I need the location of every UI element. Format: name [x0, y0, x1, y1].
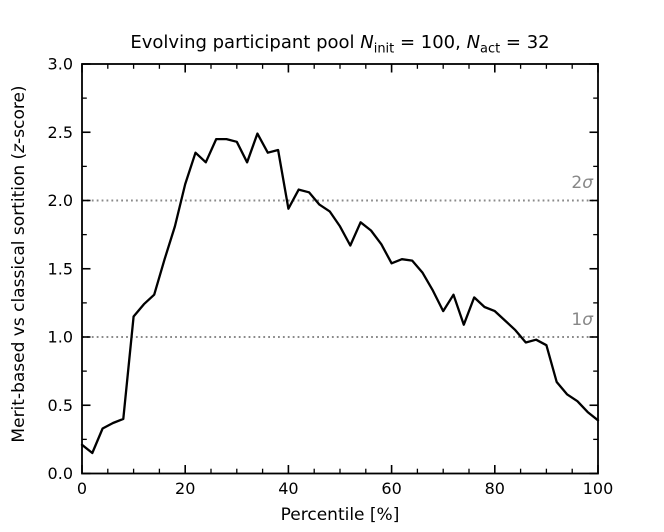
sigma-symbol: σ — [582, 173, 593, 193]
x-tick-label: 40 — [278, 479, 298, 498]
y-tick-label: 3.0 — [48, 55, 73, 74]
reference-label-2sigma: 2σ — [571, 174, 593, 192]
y-label-post: -score) — [9, 85, 29, 144]
data-curve — [80, 132, 600, 455]
title-mid: = 100, — [394, 32, 467, 53]
y-tick-label: 1.5 — [48, 259, 73, 278]
title-post: = 32 — [500, 32, 550, 53]
y-tick-label: 0.5 — [48, 396, 73, 415]
x-tick-label: 80 — [485, 479, 505, 498]
reference-2sigma-coef: 2 — [571, 173, 583, 193]
y-tick-label: 0.0 — [48, 464, 73, 483]
y-label-text: Merit-based vs classical sortition ( — [9, 152, 29, 443]
title-sub-act: act — [480, 41, 501, 57]
title-sub-init: init — [373, 41, 395, 57]
sigma-symbol: σ — [582, 310, 593, 330]
reference-label-1sigma: 1σ — [571, 311, 593, 329]
reference-1sigma-coef: 1 — [571, 310, 583, 330]
x-tick-label: 0 — [77, 479, 87, 498]
y-tick-label: 2.5 — [48, 123, 73, 142]
title-text: Evolving participant pool — [130, 32, 361, 53]
x-tick-label: 100 — [583, 479, 614, 498]
x-tick-label: 60 — [381, 479, 401, 498]
axes-spines — [81, 63, 599, 475]
y-tick-label: 2.0 — [48, 191, 73, 210]
x-tick-label: 20 — [175, 479, 195, 498]
title-var-n-init: N — [360, 32, 374, 53]
y-axis-label: Merit-based vs classical sortition (z-sc… — [9, 85, 29, 442]
y-label-var-z: z — [9, 143, 29, 153]
title-var-n-act: N — [466, 32, 481, 53]
x-axis-label: Percentile [%] — [280, 505, 400, 525]
chart-title: Evolving participant pool Ninit = 100, N… — [82, 33, 598, 60]
y-tick-label: 1.0 — [48, 328, 73, 347]
